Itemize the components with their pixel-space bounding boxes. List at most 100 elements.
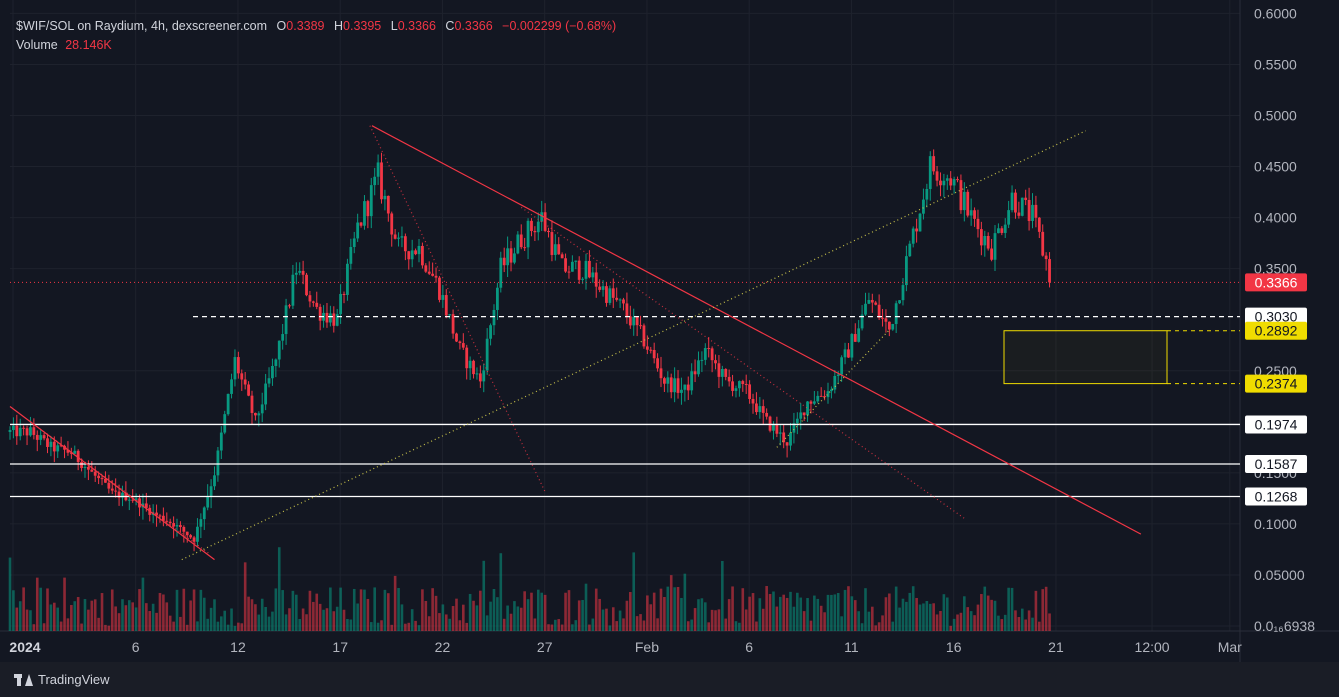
volume-bar xyxy=(468,593,472,631)
volume-bar xyxy=(860,623,864,631)
volume-bar xyxy=(550,624,554,631)
candle-body xyxy=(80,461,83,468)
volume-bar xyxy=(267,616,271,631)
volume-bar xyxy=(271,611,274,631)
volume-bar xyxy=(826,594,830,631)
price-chart-svg[interactable]: 0.60000.55000.50000.45000.40000.35000.25… xyxy=(0,0,1339,662)
volume-bar xyxy=(83,599,87,631)
candle-body xyxy=(127,499,131,501)
volume-bar xyxy=(963,596,966,631)
volume-bar xyxy=(959,612,963,631)
volume-bar xyxy=(1027,610,1031,631)
volume-bar xyxy=(523,591,526,631)
descending-trendline[interactable] xyxy=(9,406,215,561)
candle-body xyxy=(806,401,809,416)
volume-bar xyxy=(823,612,826,631)
candle-body xyxy=(165,520,169,522)
candle-body xyxy=(993,233,997,260)
candle-body xyxy=(250,395,254,413)
volume-bar xyxy=(847,586,850,631)
candle-body xyxy=(697,360,700,375)
volume-bar xyxy=(352,588,356,631)
candle-body xyxy=(976,218,980,230)
volume-bar xyxy=(315,593,319,631)
volume-bar xyxy=(509,613,513,631)
volume-bar xyxy=(939,610,942,631)
tradingview-brand[interactable]: TradingView xyxy=(38,672,110,687)
volume-bar xyxy=(110,589,114,631)
candle-body xyxy=(618,299,622,301)
candle-body xyxy=(652,349,656,359)
volume-bar xyxy=(339,587,342,631)
descending-trendline[interactable] xyxy=(371,125,1142,535)
candle-body xyxy=(117,491,121,498)
volume-bar xyxy=(567,590,571,631)
volume-bar xyxy=(819,605,823,631)
volume-bar xyxy=(479,590,482,631)
y-tick-label: 0.4500 xyxy=(1254,159,1297,175)
volume-bar xyxy=(312,601,315,631)
volume-bar xyxy=(894,586,898,631)
price-label-box xyxy=(1245,273,1307,292)
candle-body xyxy=(1037,217,1041,232)
volume-bar xyxy=(397,588,400,631)
volume-bar xyxy=(179,616,182,631)
volume-bar xyxy=(983,586,987,631)
volume-bar xyxy=(35,577,39,631)
candle-body xyxy=(172,523,175,527)
candle-body xyxy=(795,418,799,424)
candle-body xyxy=(110,488,114,491)
candle-body xyxy=(284,305,288,335)
volume-bar xyxy=(131,602,134,631)
candle-body xyxy=(847,349,850,358)
candle-body xyxy=(376,162,380,177)
candle-body xyxy=(550,232,554,255)
candle-body xyxy=(864,303,867,315)
candle-body xyxy=(990,248,993,260)
close-label: C xyxy=(445,19,455,33)
volume-bar xyxy=(768,594,772,631)
candle-body xyxy=(850,334,854,358)
volume-bar xyxy=(114,606,117,631)
volume-bar xyxy=(431,588,434,631)
volume-bar xyxy=(32,624,36,631)
candle-body xyxy=(628,316,632,326)
candle-body xyxy=(56,445,60,452)
candle-body xyxy=(570,261,574,272)
volume-bar xyxy=(976,604,980,631)
volume-bar xyxy=(611,607,615,631)
candle-body xyxy=(540,212,544,222)
price-label-box xyxy=(1245,415,1307,434)
volume-bar xyxy=(543,594,547,631)
candle-body xyxy=(52,441,56,452)
candle-body xyxy=(761,406,765,413)
volume-bar xyxy=(1048,613,1051,631)
volume-bar xyxy=(932,603,935,631)
candle-body xyxy=(407,251,411,260)
volume-bar xyxy=(424,600,428,631)
volume-bar xyxy=(871,606,874,631)
low-value: 0.3366 xyxy=(397,19,436,33)
candle-body xyxy=(438,277,441,300)
volume-bar xyxy=(693,608,697,631)
volume-bar xyxy=(444,614,448,631)
ascending-trendline[interactable] xyxy=(181,130,1086,561)
candle-body xyxy=(386,195,390,214)
candle-body xyxy=(230,379,233,394)
volume-bar xyxy=(100,593,104,631)
volume-bar xyxy=(274,588,278,631)
demand-zone-rect[interactable] xyxy=(1003,330,1168,385)
candle-body xyxy=(884,318,888,322)
candle-body xyxy=(107,482,111,489)
volume-bar xyxy=(158,592,162,631)
volume-bar xyxy=(588,624,591,631)
volume-bar xyxy=(884,597,888,631)
candle-body xyxy=(308,295,312,302)
volume-bar xyxy=(342,609,346,631)
volume-bar xyxy=(168,615,172,631)
candle-body xyxy=(254,412,257,416)
candle-body xyxy=(410,250,414,260)
candle-body xyxy=(346,263,349,295)
volume-bar xyxy=(690,619,693,631)
